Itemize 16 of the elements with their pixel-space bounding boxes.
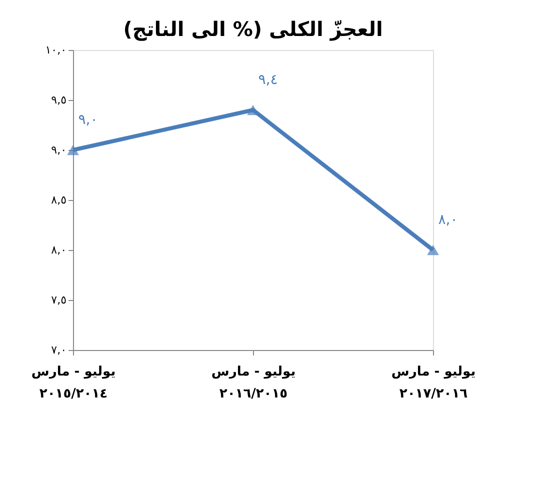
y-tick-label: ٨,٥	[51, 194, 67, 206]
y-tick-label: ٩,٥	[51, 94, 67, 106]
x-tick-label: يوليو - مارس ٢٠١٦/٢٠١٥	[211, 364, 296, 402]
y-tick-label: ٧,٥	[51, 294, 67, 306]
y-tick-label: ٨,٠	[51, 244, 66, 256]
y-tick-label: ٩,٠	[51, 144, 66, 156]
y-tick-label: ٧,٠	[51, 344, 66, 356]
x-tick-label: يوليو - مارس ٢٠١٥/٢٠١٤	[31, 364, 116, 402]
data-label: ٩,٤	[258, 72, 278, 88]
data-label: ٨,٠	[438, 212, 458, 228]
data-label: ٩,٠	[78, 112, 98, 128]
y-tick-label: ١٠,٠	[45, 44, 66, 56]
chart-title: العجزّ الكلى (% الى الناتج)	[123, 17, 383, 41]
point	[67, 144, 79, 156]
x-tick-label: يوليو - مارس ٢٠١٧/٢٠١٦	[391, 364, 476, 402]
point	[427, 244, 439, 256]
